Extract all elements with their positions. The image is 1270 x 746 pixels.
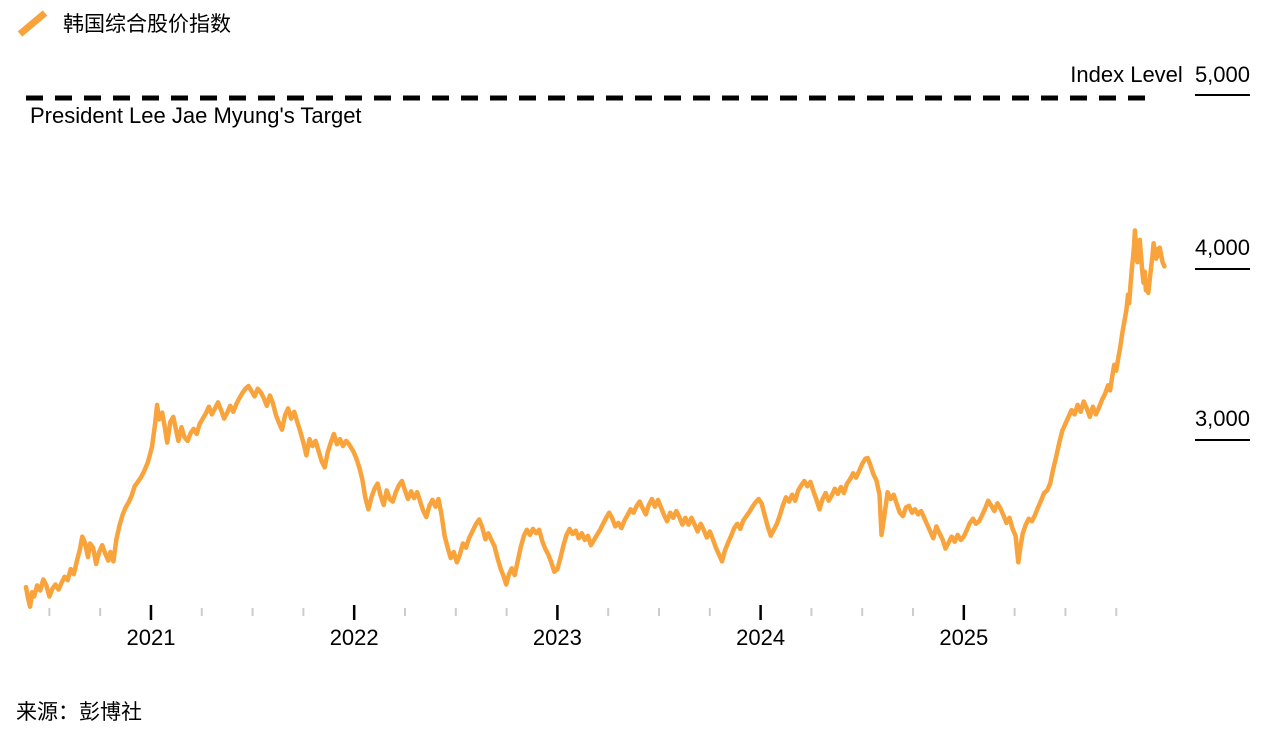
index-level-prefix: Index Level [1070,62,1183,87]
y-axis-label-value: 4,000 [1194,235,1250,270]
legend-label: 韩国综合股价指数 [63,13,231,36]
index-level-value: 5,000 [1194,62,1250,96]
x-axis-year-label: 2024 [736,625,786,650]
x-axis-ticks [48,605,1118,620]
y-axis-label: 3,000 [1194,406,1250,441]
kospi-price-line [23,228,1167,609]
legend: 韩国综合股价指数 [16,8,231,38]
index-level-label: Index Level 5,000 [1070,62,1250,96]
x-axis-year-label: 2023 [532,625,582,650]
source-label: 来源：彭博社 [16,701,142,724]
x-axis-year-label: 2021 [126,625,176,650]
y-axis-label: 4,000 [1194,235,1250,270]
y-axis-label-value: 3,000 [1194,406,1250,441]
x-axis-year-label: 2022 [329,625,379,650]
target-caption: President Lee Jae Myung's Target [30,103,362,128]
x-axis-year-label: 2025 [939,625,989,650]
series-slash-icon [17,10,48,37]
